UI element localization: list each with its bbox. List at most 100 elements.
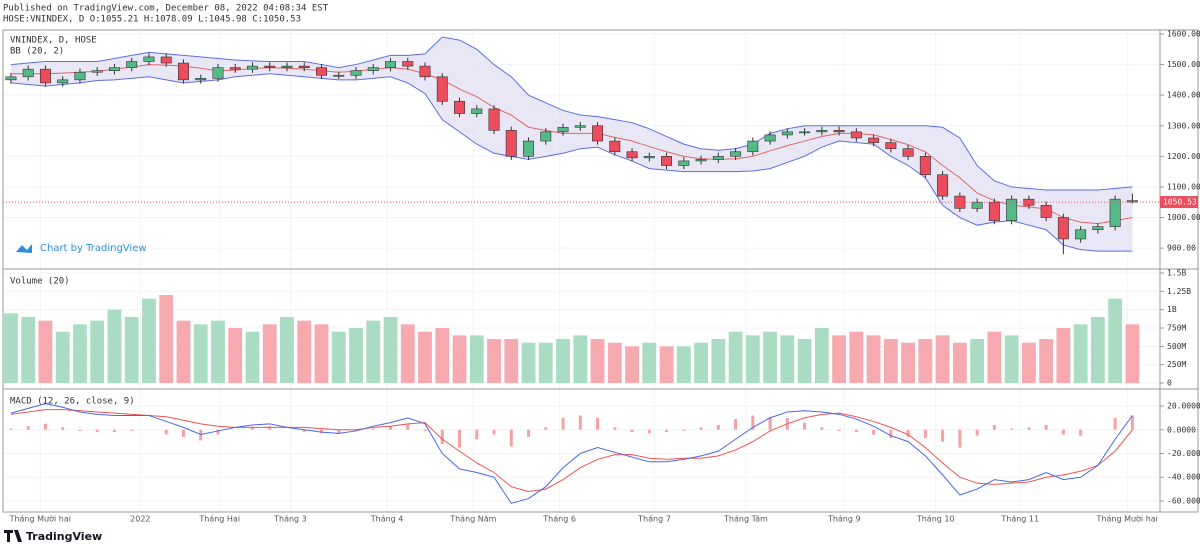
candle-body: [177, 62, 189, 81]
volume-bar: [1056, 328, 1071, 384]
volume-bar: [883, 339, 898, 384]
candle-body: [505, 130, 517, 157]
x-tick-label: Tháng 11: [1000, 515, 1039, 524]
volume-bar: [228, 328, 243, 384]
candle-body: [678, 160, 690, 166]
volume-bar: [418, 331, 432, 384]
volume-bar: [728, 331, 743, 384]
candle-body: [609, 140, 621, 153]
frame: [2, 29, 1199, 513]
volume-bar: [366, 320, 381, 384]
candle-body: [695, 159, 707, 162]
volume-bar: [400, 324, 415, 384]
pane-title: VNINDEX, D, HOSE: [10, 36, 97, 46]
volume-bar: [918, 339, 933, 384]
candle-body: [108, 67, 120, 71]
volume-bar: [625, 346, 639, 384]
y-tick-label: 20.0000: [1167, 402, 1200, 411]
candle-body: [488, 108, 500, 131]
y-tick-label: 250M: [1167, 360, 1186, 369]
y-tick-label: 1600.00: [1167, 29, 1200, 38]
x-tick-label: Tháng Hai: [198, 515, 240, 524]
candle-body: [143, 56, 155, 62]
volume-bar: [193, 324, 208, 384]
watermark: Chart by TradingView: [40, 243, 147, 254]
volume-bar: [814, 328, 829, 384]
volume-bar: [245, 331, 260, 384]
volume-bar: [538, 342, 553, 384]
volume-bar: [797, 339, 812, 384]
footer-brand: TradingView: [26, 530, 102, 543]
volume-bar: [1108, 298, 1123, 384]
candle-body: [264, 65, 276, 68]
volume-bar: [452, 335, 467, 384]
volume-bar: [1090, 317, 1105, 384]
x-tick-label: Tháng Mười hai: [1096, 514, 1158, 524]
candle-body: [626, 151, 638, 159]
candle-body: [1092, 226, 1104, 231]
y-tick-label: 1300.00: [1167, 121, 1200, 130]
pane-title: Volume (20): [10, 277, 70, 287]
volume-bar: [487, 339, 501, 384]
candle-body: [1040, 204, 1052, 218]
volume-bar: [73, 324, 87, 384]
volume-bar: [504, 339, 519, 384]
band-lower: [10, 73, 1133, 252]
volume-bar: [383, 317, 398, 384]
candle-body: [402, 61, 414, 67]
y-tick-label: 0.0000: [1167, 425, 1196, 434]
y-tick-label: 1400.00: [1167, 91, 1200, 100]
signal-line: [10, 409, 1133, 492]
volume-bar: [521, 342, 536, 384]
watermark-icon: [16, 244, 32, 253]
volume-bar: [780, 335, 795, 384]
volume-bar: [1039, 339, 1054, 384]
candle-body: [57, 79, 69, 84]
y-tick-label: 1100.00: [1167, 182, 1200, 191]
volume-bar: [38, 320, 53, 384]
volume-bar: [469, 335, 484, 384]
volume-bar: [331, 331, 346, 384]
candle-body: [195, 78, 207, 81]
candle-body: [22, 68, 34, 78]
candle-body: [574, 125, 586, 128]
volume-bar: [970, 339, 985, 384]
volume-bar: [590, 339, 605, 384]
y-tick-label: 1.25B: [1167, 287, 1191, 296]
volume-bar: [659, 346, 674, 384]
x-tick-label: Tháng 4: [370, 515, 404, 524]
volume-bar: [1073, 324, 1088, 384]
pane-title: MACD (12, 26, close, 9): [10, 397, 135, 407]
y-tick-label: 750M: [1167, 324, 1186, 333]
candle-body: [919, 156, 931, 175]
last-price-label: 1050.53: [1163, 198, 1197, 207]
candle-body: [540, 131, 552, 142]
candle-body: [643, 156, 655, 159]
volume-bar: [676, 346, 691, 384]
volume-bar: [901, 342, 916, 384]
candle-body: [385, 61, 396, 68]
volume-bar: [349, 328, 363, 384]
y-tick-label: 1.5B: [1167, 269, 1186, 278]
y-tick-label: 900.00: [1167, 244, 1196, 253]
volume-bar: [1125, 324, 1140, 384]
band-fill: [10, 37, 1133, 252]
volume-bar: [142, 298, 156, 384]
candle-body: [367, 67, 379, 71]
indicator-label: BB (20, 2): [10, 47, 64, 57]
candle-body: [5, 76, 17, 81]
footer-logo: [4, 530, 22, 542]
band-upper: [10, 36, 1133, 191]
macd-line: [10, 403, 1133, 504]
x-tick-label: Tháng 6: [542, 515, 576, 524]
x-tick-label: 2022: [130, 515, 150, 524]
candle-body: [764, 134, 776, 142]
candle-body: [592, 125, 604, 142]
volume-bar: [711, 339, 726, 384]
volume-bar: [849, 331, 864, 384]
volume-bar: [607, 342, 622, 384]
volume-bar: [280, 317, 294, 384]
volume-bar: [262, 324, 277, 384]
